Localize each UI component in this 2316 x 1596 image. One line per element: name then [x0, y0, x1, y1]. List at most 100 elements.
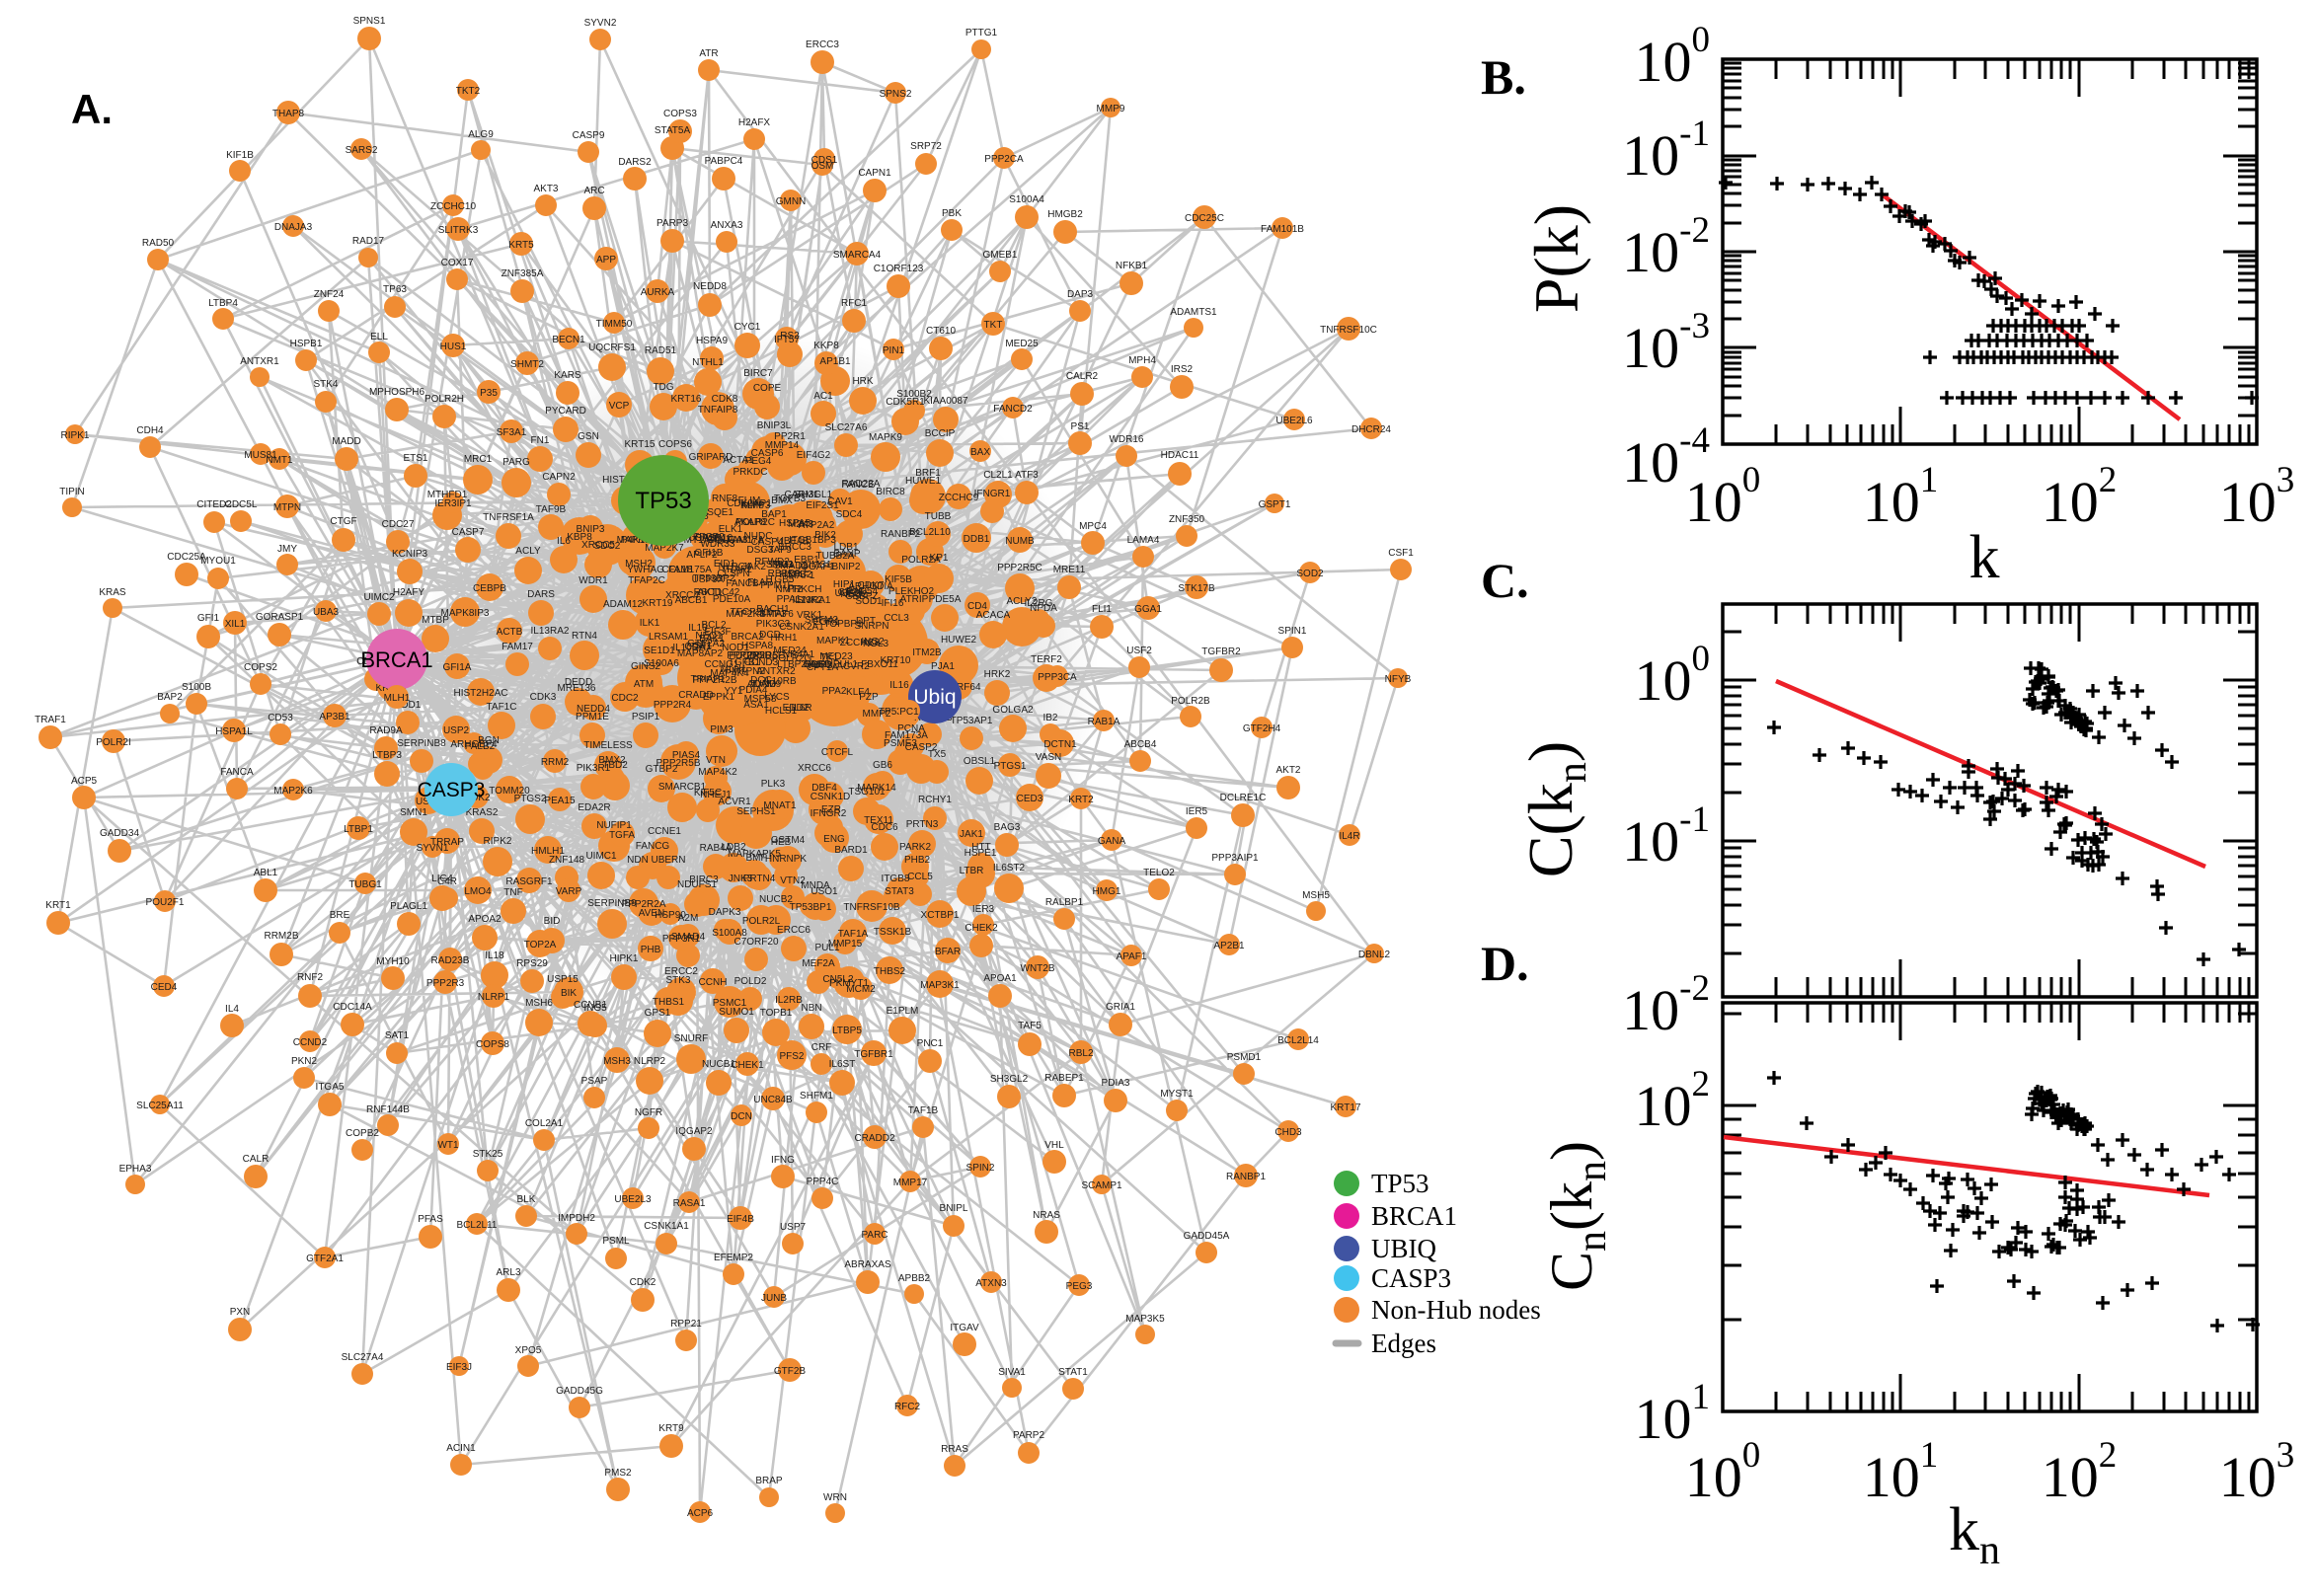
- svg-text:FAM175A: FAM175A: [668, 565, 712, 575]
- svg-text:ACP6: ACP6: [687, 1508, 714, 1519]
- svg-text:STAT3: STAT3: [885, 886, 914, 897]
- svg-text:ADAMTS1: ADAMTS1: [1170, 307, 1217, 318]
- svg-text:TGFBR2: TGFBR2: [1201, 646, 1241, 657]
- svg-text:ACTB: ACTB: [497, 627, 523, 638]
- svg-text:ATP2A2: ATP2A2: [799, 520, 835, 531]
- svg-text:BCL2L11: BCL2L11: [457, 1220, 498, 1231]
- svg-text:ITGB1BP3: ITGB1BP3: [789, 535, 836, 546]
- svg-text:FN1: FN1: [531, 435, 550, 446]
- svg-text:PEA15: PEA15: [544, 796, 576, 806]
- svg-text:PBK: PBK: [942, 208, 962, 219]
- svg-text:IL2RB: IL2RB: [775, 995, 803, 1006]
- svg-text:RTN4: RTN4: [572, 631, 597, 642]
- svg-text:C(kn): C(kn): [1515, 741, 1595, 877]
- svg-text:IL2RG: IL2RG: [1025, 598, 1053, 609]
- svg-text:TIMELESS: TIMELESS: [583, 740, 633, 751]
- svg-text:PARG: PARG: [502, 457, 530, 468]
- svg-text:IB2: IB2: [1042, 713, 1057, 723]
- svg-text:ITM3: ITM3: [771, 560, 794, 570]
- svg-text:GFI1A: GFI1A: [443, 662, 472, 673]
- svg-text:SMAD4: SMAD4: [671, 932, 706, 943]
- svg-text:NFKB1: NFKB1: [1116, 261, 1148, 271]
- svg-text:SLC27A6: SLC27A6: [825, 422, 868, 433]
- svg-text:CSNK2A1: CSNK2A1: [779, 622, 824, 633]
- svg-text:MSP58: MSP58: [744, 694, 777, 705]
- svg-text:TFCP2L1: TFCP2L1: [731, 607, 773, 618]
- svg-text:HMG1: HMG1: [1093, 886, 1121, 897]
- svg-text:TAF1A: TAF1A: [838, 929, 869, 940]
- svg-text:CCNB1: CCNB1: [574, 1000, 607, 1011]
- svg-text:HIP1: HIP1: [833, 579, 856, 590]
- svg-text:NUFIP1: NUFIP1: [596, 820, 632, 831]
- svg-text:PEG3: PEG3: [1066, 1281, 1093, 1292]
- svg-text:EPHA3: EPHA3: [119, 1164, 152, 1175]
- svg-text:YWHAG: YWHAG: [627, 565, 664, 575]
- svg-text:ZCCHC9: ZCCHC9: [939, 493, 979, 503]
- svg-text:CRF: CRF: [811, 1042, 832, 1053]
- svg-text:CDC25C: CDC25C: [1185, 213, 1224, 224]
- svg-text:TIMM50: TIMM50: [596, 319, 633, 330]
- svg-text:ANTXR1: ANTXR1: [240, 356, 279, 367]
- svg-text:HNRNPK: HNRNPK: [765, 854, 808, 865]
- svg-text:PDCD6IP: PDCD6IP: [729, 650, 772, 661]
- svg-text:EDD2: EDD2: [783, 703, 810, 714]
- svg-text:D.: D.: [1481, 936, 1529, 991]
- svg-text:MAP3K1: MAP3K1: [920, 980, 960, 991]
- svg-text:COPE: COPE: [753, 383, 782, 394]
- svg-text:PTGS1: PTGS1: [994, 761, 1027, 772]
- svg-text:SMARCB1: SMARCB1: [658, 782, 707, 793]
- svg-text:CASP4: CASP4: [751, 537, 784, 548]
- svg-text:HSPA8: HSPA8: [741, 641, 773, 651]
- svg-text:BCL2L14: BCL2L14: [1277, 1035, 1319, 1046]
- svg-text:PHB2: PHB2: [904, 855, 931, 866]
- svg-text:AKT2: AKT2: [1275, 765, 1300, 776]
- svg-text:RCHY1: RCHY1: [918, 795, 952, 805]
- svg-text:PDIA4: PDIA4: [739, 685, 768, 696]
- svg-text:WNT2B: WNT2B: [1021, 963, 1055, 974]
- svg-text:MAP4K2: MAP4K2: [698, 767, 737, 778]
- svg-text:LYCS: LYCS: [764, 692, 790, 703]
- svg-text:TGFBR1: TGFBR1: [854, 1049, 893, 1060]
- svg-text:HMGB2: HMGB2: [1047, 209, 1083, 220]
- svg-text:NUCB2: NUCB2: [759, 894, 793, 905]
- svg-text:PSAP: PSAP: [581, 1076, 608, 1087]
- svg-text:PPP2CA: PPP2CA: [984, 154, 1024, 165]
- svg-text:LTBP5: LTBP5: [832, 1026, 862, 1036]
- svg-text:CTCF: CTCF: [838, 587, 865, 598]
- svg-text:COL2A1: COL2A1: [525, 1118, 564, 1129]
- svg-text:RASA1: RASA1: [673, 1198, 706, 1209]
- svg-text:Edges: Edges: [1371, 1329, 1436, 1358]
- svg-text:BACH1: BACH1: [756, 604, 790, 615]
- svg-text:PNC1: PNC1: [917, 1038, 944, 1049]
- svg-text:SMG1: SMG1: [766, 560, 795, 570]
- svg-text:GORASP1: GORASP1: [256, 612, 304, 623]
- svg-text:TK1: TK1: [820, 652, 839, 663]
- svg-text:PLK3: PLK3: [761, 779, 786, 790]
- svg-text:KIAA0087: KIAA0087: [923, 396, 967, 407]
- svg-text:UBA3: UBA3: [313, 607, 340, 618]
- svg-text:CAPN2: CAPN2: [542, 472, 576, 483]
- svg-text:BAP1: BAP1: [761, 509, 787, 520]
- svg-text:VASN: VASN: [1036, 752, 1062, 763]
- svg-text:CASP6: CASP6: [751, 448, 784, 459]
- svg-text:MADD: MADD: [332, 436, 360, 447]
- svg-text:PPM1F: PPM1F: [760, 580, 793, 591]
- svg-text:MAP2K4: MAP2K4: [726, 609, 765, 620]
- svg-text:SLC27A4: SLC27A4: [342, 1352, 384, 1363]
- svg-text:ARHGDIA: ARHGDIA: [848, 581, 893, 592]
- svg-text:IL6R: IL6R: [791, 703, 811, 714]
- svg-text:IER3IP1: IER3IP1: [434, 498, 472, 509]
- svg-text:PARC: PARC: [861, 1230, 888, 1241]
- svg-text:XRCC5: XRCC5: [581, 540, 615, 551]
- svg-text:KIF5C: KIF5C: [694, 788, 722, 798]
- svg-text:KRT15: KRT15: [625, 439, 656, 450]
- svg-text:MEF2A: MEF2A: [802, 958, 835, 969]
- svg-text:CED4: CED4: [151, 982, 178, 993]
- svg-text:AURKA: AURKA: [641, 287, 675, 298]
- svg-text:TAF5: TAF5: [1018, 1021, 1042, 1031]
- svg-text:NOD1: NOD1: [722, 643, 749, 653]
- svg-text:BARD1: BARD1: [834, 845, 868, 856]
- svg-text:GMEB1: GMEB1: [982, 250, 1017, 261]
- svg-text:CSNK1D: CSNK1D: [811, 792, 851, 802]
- svg-text:ABL1: ABL1: [254, 868, 278, 878]
